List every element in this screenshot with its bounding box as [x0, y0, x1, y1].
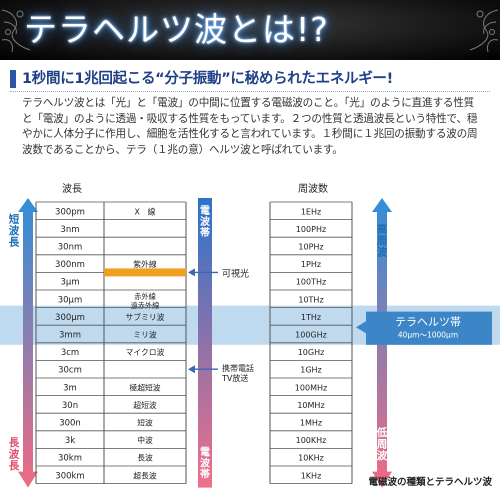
frequency-cell: 1THz — [301, 313, 321, 322]
wavelength-cell: 3cm — [61, 348, 79, 358]
wavelength-cell: 30km — [58, 454, 82, 464]
center-band-top-label: 帯 — [200, 226, 210, 239]
right-arrow-top-label: 波 — [377, 246, 388, 259]
wavelength-cell: 3μm — [60, 278, 79, 288]
frequency-cell: 1PHz — [301, 260, 321, 269]
left-arrow-top-label: 長 — [9, 237, 20, 249]
section-subtitle: 1秒間に1兆回起こる“分子振動”に秘められたエネルギー! — [22, 71, 393, 87]
spectrum-name-cell: 超短波 — [133, 400, 157, 410]
spectrum-name-cell: 超長波 — [133, 470, 157, 480]
right-arrow-top-label: 高 — [377, 223, 388, 236]
wavelength-cell: 30cm — [58, 366, 82, 376]
frequency-cell: 100KHz — [296, 436, 327, 445]
frequency-cell: 1GHz — [300, 366, 322, 375]
left-double-arrow-icon — [18, 198, 38, 488]
ornament-right-icon — [469, 9, 499, 53]
wavelength-cell: 300km — [55, 471, 84, 481]
left-arrow-bottom-label: 長 — [9, 437, 20, 449]
spectrum-name-cell: 遠赤外線 — [131, 301, 160, 310]
wavelength-cell: 30n — [62, 401, 78, 411]
visible-light-bar — [104, 268, 186, 277]
right-arrow-bottom-label: 波 — [377, 449, 388, 462]
description-paragraph: テラヘルツ波とは「光」と「電波」の中間に位置する電磁波のこと。「光」のように直進… — [22, 97, 478, 156]
mobile-tv-label: 携帯電話 — [222, 363, 254, 373]
frequency-cell: 1MHz — [300, 419, 322, 428]
wavelength-cell: 300n — [59, 419, 81, 429]
subtitle-accent-bar — [10, 70, 16, 88]
center-radio-band — [198, 198, 212, 488]
frequency-cell: 100MHz — [295, 383, 327, 392]
center-band-bottom-label: 帯 — [200, 468, 210, 481]
wavelength-cell: 300μm — [55, 313, 85, 323]
spectrum-name-cell: X 線 — [135, 206, 156, 216]
frequency-cell: 100GHz — [295, 331, 327, 340]
frequency-cell: 10MHz — [297, 401, 324, 410]
wavelength-cell: 3mm — [59, 331, 81, 341]
spectrum-name-cell: ミリ波 — [133, 330, 157, 340]
left-arrow-top-label: 短 — [9, 213, 20, 226]
center-band-top-label: 波 — [200, 215, 211, 228]
visible-light-label: 可視光 — [222, 267, 249, 279]
wavelength-cell: 3m — [63, 383, 77, 393]
terahertz-label-box — [366, 311, 492, 345]
right-arrow-bottom-label: 低 — [376, 426, 388, 439]
terahertz-label: テラヘルツ帯 — [395, 316, 461, 329]
frequency-cell: 10PHz — [298, 243, 323, 252]
frequency-cell: 100THz — [296, 278, 326, 287]
frequency-cell: 1EHz — [301, 207, 321, 216]
header-banner: テラヘルツ波とは!? — [0, 0, 500, 60]
frequency-cell: 1KHz — [301, 471, 322, 480]
frequency-cell: 10KHz — [298, 454, 324, 463]
ornament-left-icon — [1, 9, 31, 53]
left-arrow-top-label: 波 — [9, 224, 20, 237]
left-arrow-bottom-label: 波 — [9, 448, 20, 461]
wavelength-header: 波長 — [62, 182, 82, 195]
diagram-caption: 電磁波の種類とテラヘルツ波 — [368, 477, 492, 488]
arrow-left-icon — [188, 365, 195, 374]
spectrum-name-cell: 赤外線 — [134, 292, 156, 301]
center-band-bottom-label: 波 — [200, 457, 211, 470]
terahertz-range: 40μm〜1000μm — [398, 331, 458, 340]
spectrum-name-cell: サブミリ波 — [126, 312, 165, 322]
spectrum-name-cell: マイクロ波 — [126, 347, 165, 357]
arrow-left-icon — [188, 268, 195, 277]
spectrum-name-cell: 短波 — [137, 418, 153, 428]
wavelength-cell: 30nm — [58, 243, 82, 253]
wavelength-cell: 300nm — [55, 260, 85, 270]
frequency-cell: 10THz — [298, 295, 323, 304]
page-title: テラヘルツ波とは!? — [24, 10, 329, 49]
subtitle-divider — [10, 91, 490, 92]
spectrum-name-cell: 紫外線 — [133, 259, 157, 269]
spectrum-name-cell: 長波 — [137, 453, 153, 463]
right-arrow-top-label: 周 — [377, 235, 388, 247]
right-arrow-bottom-label: 周 — [377, 439, 388, 451]
wavelength-cell: 30μm — [58, 295, 83, 305]
terahertz-pointer-icon — [356, 321, 366, 334]
frequency-header: 周波数 — [298, 182, 328, 195]
wavelength-cell: 300pm — [55, 207, 85, 217]
mobile-tv-label: TV放送 — [221, 373, 248, 383]
spectrum-name-cell: 極超短波 — [129, 382, 160, 392]
wavelength-cell: 3nm — [60, 225, 79, 235]
left-arrow-bottom-label: 長 — [9, 460, 20, 472]
center-band-top-label: 電 — [200, 205, 210, 217]
center-band-bottom-label: 電 — [200, 447, 210, 459]
frequency-cell: 100PHz — [296, 225, 326, 234]
spectrum-name-cell: 中波 — [137, 435, 153, 445]
wavelength-cell: 3k — [65, 436, 75, 446]
frequency-cell: 10GHz — [298, 348, 325, 357]
